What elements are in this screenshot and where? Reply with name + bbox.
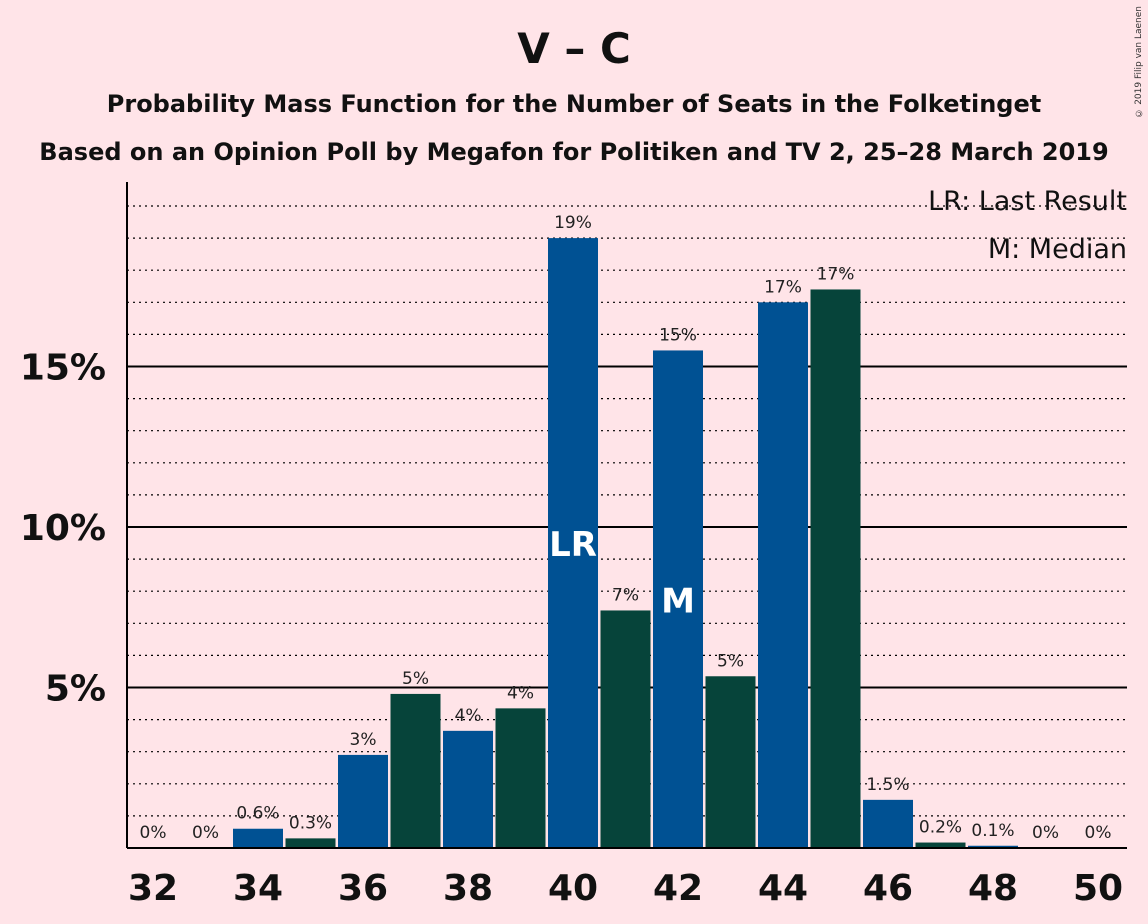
chart-source: Based on an Opinion Poll by Megafon for … (39, 138, 1109, 166)
bar-34 (233, 828, 283, 848)
annotation-m: M (661, 581, 695, 621)
y-tick-label: 10% (20, 508, 106, 549)
legend-entry: M: Median (988, 234, 1127, 265)
bar-45 (810, 289, 861, 849)
y-tick-label: 5% (45, 669, 106, 710)
data-label-42: 15% (659, 325, 697, 345)
data-label-39: 4% (507, 683, 534, 703)
data-label-49: 0% (1032, 823, 1059, 843)
bar-37 (390, 693, 441, 848)
bar-36 (338, 754, 388, 848)
legend-entry: LR: Last Result (928, 186, 1127, 217)
x-tick-label: 34 (233, 868, 283, 909)
data-label-41: 7% (612, 585, 639, 605)
data-labels: 0% 0% 0.6% 0.3% 3% 5% 4% 4% 19% 7% 15% 5% 17% 17% 1.5%… (140, 213, 1112, 843)
data-label-40: 19% (554, 213, 592, 233)
data-label-37: 5% (402, 669, 429, 689)
data-label-50: 0% (1085, 823, 1112, 843)
x-tick-label: 40 (548, 868, 598, 909)
data-label-47: 0.2% (919, 818, 962, 838)
bar-39 (495, 708, 546, 848)
annotation-lr: LR (549, 525, 597, 565)
data-label-46: 1.5% (866, 775, 909, 795)
data-label-35: 0.3% (289, 813, 332, 833)
bar-47 (915, 842, 966, 848)
x-tick-label: 38 (443, 868, 493, 909)
bar-43 (705, 676, 756, 848)
data-label-33: 0% (192, 823, 219, 843)
data-label-36: 3% (350, 730, 377, 750)
x-tick-label: 48 (968, 868, 1018, 909)
x-axis-ticks: 32 34 36 38 40 42 44 46 48 50 (128, 868, 1123, 909)
data-label-44: 17% (764, 277, 802, 297)
bar-annotations: LR M (549, 525, 695, 621)
bars (233, 238, 1018, 849)
y-axis-ticks: 5% 10% 15% (20, 348, 106, 710)
legend: LR: Last Result M: Median (928, 186, 1127, 265)
bar-40 (548, 238, 598, 849)
data-label-48: 0.1% (971, 821, 1014, 841)
bar-35 (285, 838, 336, 848)
x-tick-label: 44 (758, 868, 808, 909)
bar-41 (600, 610, 651, 848)
chart-title: V – C (517, 24, 631, 73)
chart-subtitle: Probability Mass Function for the Number… (106, 90, 1042, 118)
x-tick-label: 36 (338, 868, 388, 909)
x-tick-label: 32 (128, 868, 178, 909)
x-tick-label: 50 (1073, 868, 1123, 909)
bar-44 (758, 302, 808, 848)
bar-38 (443, 730, 493, 848)
bar-46 (863, 799, 913, 848)
data-label-34: 0.6% (236, 804, 279, 824)
bar-42 (653, 350, 703, 848)
x-tick-label: 46 (863, 868, 913, 909)
data-label-32: 0% (140, 823, 167, 843)
y-tick-label: 15% (20, 348, 106, 389)
data-label-45: 17% (817, 264, 855, 284)
x-tick-label: 42 (653, 868, 703, 909)
bar-48 (968, 845, 1018, 848)
data-label-43: 5% (717, 651, 744, 671)
data-label-38: 4% (455, 706, 482, 726)
